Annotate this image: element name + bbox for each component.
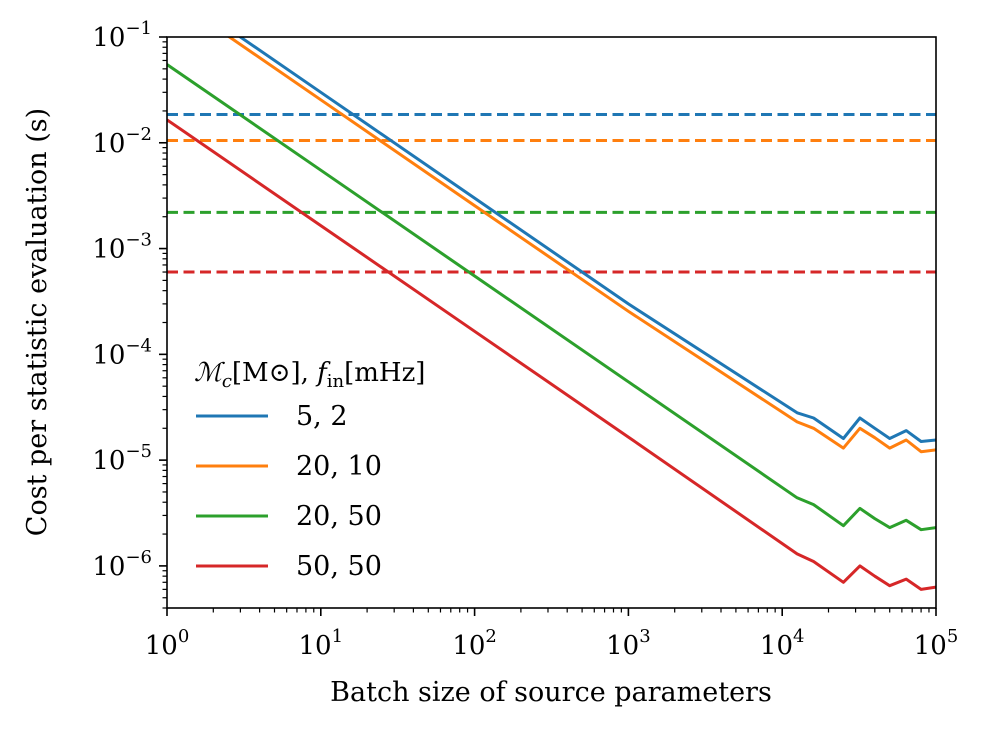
x-tick-label: 103 [606,626,651,661]
y-tick-label: 10−4 [92,335,152,370]
y-axis: 10−1 10−2 10−3 10−4 10−5 10−6 [92,18,167,609]
x-axis-label: Batch size of source parameters [330,677,772,708]
x-tick-label: 104 [760,626,805,661]
x-tick-label: 100 [145,626,190,661]
y-tick-label: 10−3 [92,230,152,265]
series-lines-group [167,37,936,591]
y-tick-label: 10−1 [92,18,152,53]
legend-label: 20, 50 [296,501,382,532]
legend-label: 5, 2 [296,401,348,432]
plot-frame [166,36,937,609]
series-line [167,118,936,591]
y-tick-label: 10−5 [92,441,152,476]
x-tick-label: 101 [299,626,344,661]
y-tick-label: 10−6 [92,547,152,582]
series-line [167,63,936,532]
legend-label: 50, 50 [296,551,382,582]
legend: ℳc[M⊙], fin[mHz] 5, 2 20, 10 20, 50 50, 50 [194,358,425,582]
x-tick-label: 102 [452,626,497,661]
x-axis: 100 101 102 103 104 105 [145,608,959,661]
x-tick-label: 105 [914,626,959,661]
legend-label: 20, 10 [296,451,382,482]
baseline-lines-group [167,113,936,274]
series-line [226,37,936,454]
y-tick-label: 10−2 [92,124,152,159]
series-line [237,37,936,443]
y-axis-label: Cost per statistic evaluation (s) [22,108,53,536]
legend-title: ℳc[M⊙], fin[mHz] [194,358,425,392]
